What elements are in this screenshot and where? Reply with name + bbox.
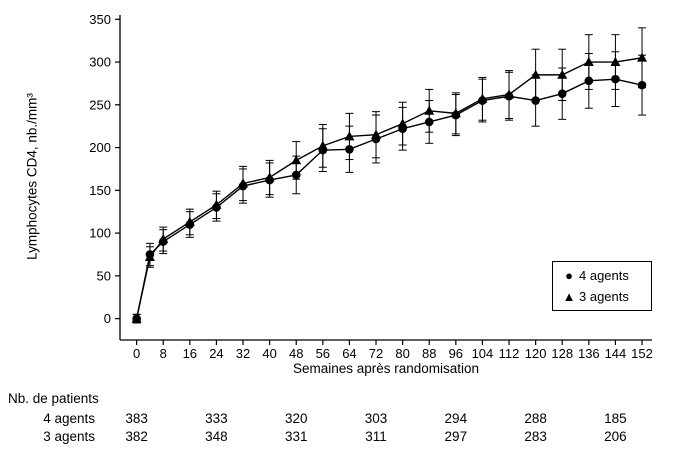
y-tick-label: 50 [97, 268, 111, 283]
data-point-circle [531, 96, 540, 105]
x-tick-label: 24 [209, 346, 223, 360]
y-tick-label: 350 [89, 12, 111, 27]
x-tick-label: 0 [133, 346, 140, 360]
patients-cell: 303 [364, 411, 388, 426]
patients-cell: 320 [284, 411, 308, 426]
patients-cell: 383 [125, 411, 148, 426]
patients-cell: 297 [444, 429, 468, 444]
x-tick-label: 144 [605, 346, 627, 360]
x-tick-label: 152 [631, 346, 653, 360]
data-point-triangle [530, 69, 541, 79]
data-point-triangle [637, 52, 648, 62]
data-point-triangle [264, 172, 275, 182]
data-point-triangle [397, 118, 408, 128]
patients-cell: 294 [444, 411, 468, 426]
x-tick-label: 120 [525, 346, 547, 360]
data-point-circle [345, 144, 354, 154]
patients-cell: 206 [604, 429, 627, 444]
patients-cell: 333 [205, 411, 228, 426]
patients-cell: 288 [524, 411, 547, 426]
patients-cell: 311 [365, 429, 387, 444]
data-point-circle [611, 74, 620, 84]
patients-cell: 382 [125, 429, 148, 444]
data-point-triangle [557, 69, 568, 79]
data-point-circle [424, 117, 434, 127]
data-point-circle [291, 170, 301, 180]
triangle-icon: ▲ [562, 289, 576, 304]
data-point-triangle [144, 251, 155, 261]
y-tick-label: 0 [104, 311, 111, 326]
data-point-triangle [583, 56, 594, 66]
data-point-circle [637, 80, 647, 90]
legend-label: 4 agents [579, 268, 629, 283]
y-axis-label: Lymphocytes CD4, nb./mm³ [24, 93, 40, 260]
legend: ● 4 agents ▲ 3 agents [552, 261, 652, 311]
x-tick-label: 96 [449, 346, 463, 360]
data-point-triangle [158, 233, 169, 243]
x-tick-label: 112 [499, 346, 520, 360]
y-tick-label: 300 [89, 55, 111, 70]
patients-cell: 331 [284, 429, 308, 444]
patients-table: 4 agents 383 333 320 303 294 288 185 3 agents 382… [0, 411, 675, 447]
data-point-triangle [477, 93, 488, 103]
x-axis-label: Semaines après randomisation [292, 361, 480, 376]
data-point-triangle [184, 216, 195, 226]
x-tick-label: 104 [472, 346, 494, 360]
x-tick-label: 40 [262, 346, 276, 360]
x-tick-label: 64 [342, 346, 356, 360]
x-tick-label: 128 [551, 346, 573, 360]
legend-item: ● 4 agents [562, 265, 651, 286]
x-tick-label: 72 [369, 346, 383, 360]
patients-cell: 348 [205, 429, 228, 444]
data-point-circle [557, 89, 567, 98]
data-point-circle [584, 76, 594, 86]
data-point-triangle [610, 56, 621, 66]
patients-cell: 283 [524, 429, 547, 444]
patients-row-label: 4 agents [43, 411, 95, 426]
y-tick-label: 100 [89, 226, 111, 241]
circle-icon: ● [565, 268, 573, 283]
x-tick-label: 80 [395, 346, 409, 360]
x-tick-label: 88 [422, 346, 436, 360]
data-point-triangle [371, 129, 382, 139]
data-point-triangle [211, 199, 222, 209]
legend-item: ▲ 3 agents [562, 286, 651, 307]
y-tick-label: 200 [89, 140, 111, 155]
patients-row-label: 3 agents [43, 429, 95, 444]
data-point-triangle [424, 105, 435, 115]
x-tick-label: 16 [183, 346, 197, 360]
patients-table-title: Nb. de patients [8, 391, 99, 406]
data-point-triangle [504, 89, 515, 99]
x-tick-label: 136 [578, 346, 600, 360]
data-point-triangle [344, 131, 355, 141]
y-tick-label: 250 [89, 97, 111, 112]
patients-row: 3 agents 382 348 331 311 297 283 206 [0, 429, 675, 447]
data-point-triangle [317, 140, 328, 150]
data-point-triangle [291, 155, 302, 165]
data-point-triangle [131, 313, 142, 323]
patients-cell: 185 [604, 411, 627, 426]
x-tick-label: 56 [316, 346, 330, 360]
data-point-triangle [450, 108, 461, 118]
data-point-triangle [238, 178, 249, 188]
y-tick-label: 150 [89, 183, 111, 198]
x-tick-label: 32 [236, 346, 250, 360]
x-tick-label: 48 [289, 346, 303, 360]
x-tick-label: 8 [160, 346, 167, 360]
patients-row: 4 agents 383 333 320 303 294 288 185 [0, 411, 675, 429]
chart-canvas: 0 50 100 150 200 250 300 350 0 8 16 24 32 40 48 56 64 72 8… [89, 12, 653, 360]
legend-label: 3 agents [579, 289, 629, 304]
